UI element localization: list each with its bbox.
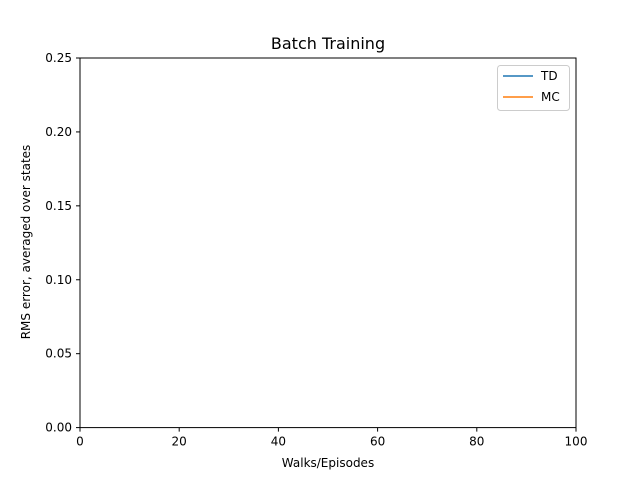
legend-items: TD MC: [503, 69, 560, 104]
plot-area: [79, 57, 577, 429]
x-tick-label: 20: [172, 435, 187, 449]
x-tick-label: 100: [565, 435, 588, 449]
legend-label-td: TD: [540, 69, 558, 83]
x-tick-label: 80: [469, 435, 484, 449]
y-tick-label: 0.00: [45, 421, 72, 435]
y-tick-label: 0.05: [45, 347, 72, 361]
x-axis-ticks: 0 20 40 60 80 100: [76, 427, 588, 449]
legend-label-mc: MC: [541, 90, 560, 104]
y-tick-label: 0.25: [45, 51, 72, 65]
x-tick-label: 40: [271, 435, 286, 449]
x-tick-label: 60: [370, 435, 385, 449]
y-axis-ticks: 0.00 0.05 0.10 0.15 0.20 0.25: [45, 51, 80, 435]
y-tick-label: 0.20: [45, 125, 72, 139]
y-tick-label: 0.15: [45, 199, 72, 213]
plot-frame: [79, 57, 577, 429]
chart-title: Batch Training: [271, 34, 385, 53]
y-tick-label: 0.10: [45, 273, 72, 287]
legend: TD MC: [497, 65, 570, 111]
y-axis-label: RMS error, averaged over states: [19, 145, 33, 340]
x-axis-label: Walks/Episodes: [282, 456, 374, 470]
x-tick-label: 0: [76, 435, 84, 449]
